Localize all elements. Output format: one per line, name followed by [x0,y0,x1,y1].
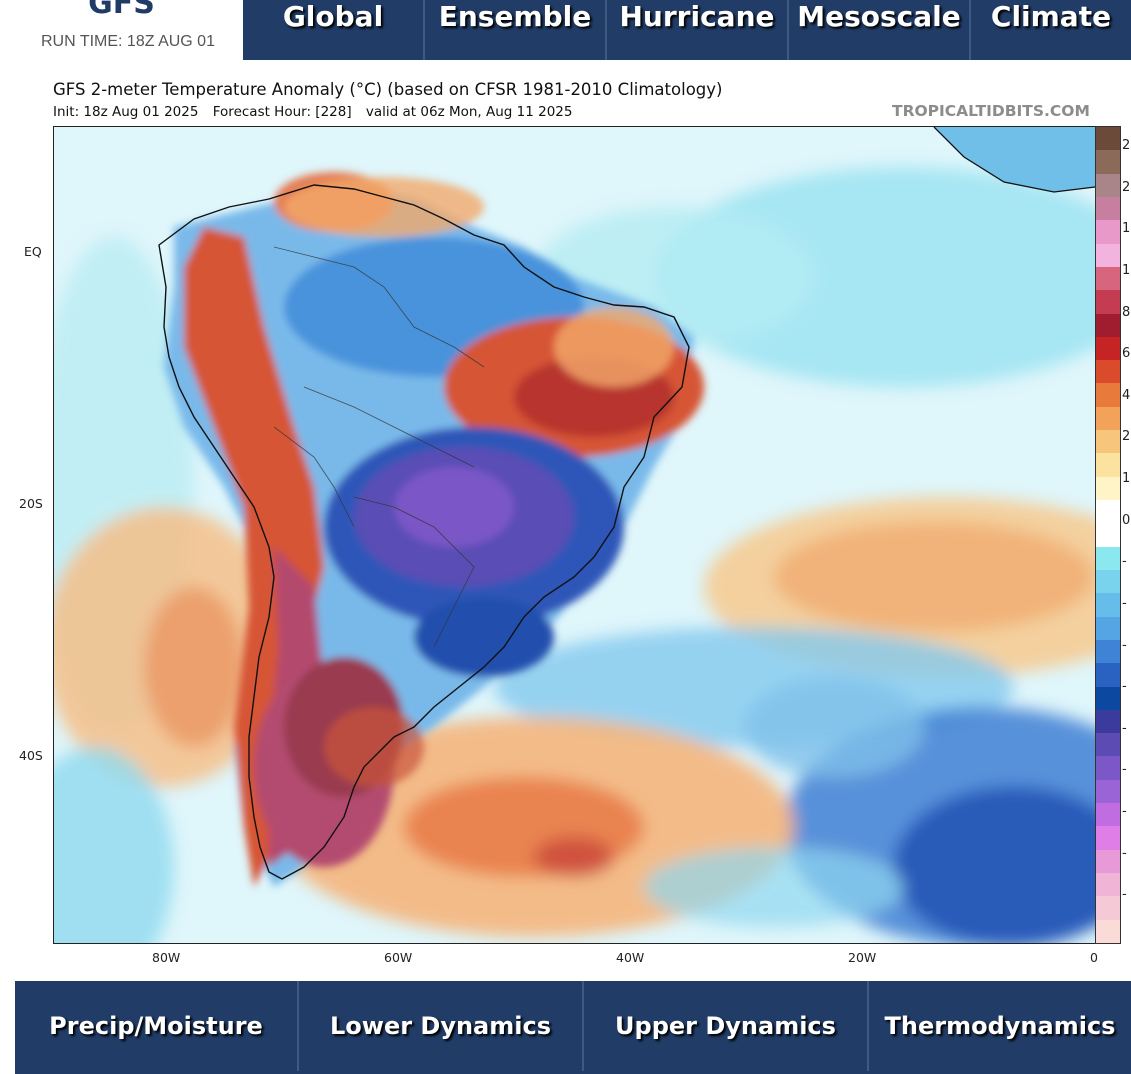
figure-title: GFS 2-meter Temperature Anomaly (°C) (ba… [53,80,723,99]
colorbar-segment [1096,127,1120,151]
colorbar-tick-label: 1 [1122,471,1131,487]
colorbar-tick-label: 0 [1122,512,1131,528]
tab-ensemble[interactable]: Ensemble [425,0,607,60]
model-title[interactable]: GFS [88,0,155,21]
colorbar-segment [1096,779,1120,804]
colorbar-segment [1096,290,1120,314]
colorbar-segment [1096,150,1120,175]
colorbar-segment [1096,336,1120,361]
tab-precip-moisture[interactable]: Precip/Moisture [15,981,299,1071]
colorbar-segment [1096,709,1120,734]
lon-label-80w: 80W [152,950,181,965]
map-canvas [54,127,1095,943]
colorbar-segment [1096,616,1120,641]
colorbar-segment [1096,849,1120,874]
colorbar-segment [1096,476,1120,501]
colorbar-segment [1096,243,1120,268]
tab-mesoscale[interactable]: Mesoscale [789,0,971,60]
colorbar-segment [1096,430,1120,454]
colorbar-tick-label: - [1122,720,1127,736]
colorbar-segment [1096,523,1120,548]
lon-label-40w: 40W [616,950,645,965]
lat-label-40s: 40S [19,748,43,763]
coastline [158,184,690,880]
colorbar-tick-label: - [1122,554,1127,570]
colorbar-tick-label: 6 [1122,346,1131,362]
colorbar-segment [1096,569,1120,594]
colorbar-segment [1096,896,1120,921]
colorbar-segment [1096,360,1120,384]
colorbar-tick-label: - [1122,887,1127,903]
colorbar-segment [1096,196,1120,221]
figure-subtitle: Init: 18z Aug 01 2025 Forecast Hour: [22… [53,104,582,120]
colorbar-tick-label: 2 [1122,429,1131,445]
colorbar-tick-label: 1 [1122,262,1131,278]
colorbar [1095,126,1121,944]
tab-thermodynamics[interactable]: Thermodynamics [884,1012,1116,1040]
run-time-label: RUN TIME: 18Z AUG 01 [41,33,215,50]
colorbar-segment [1096,826,1120,851]
colorbar-segment [1096,453,1120,478]
lon-label-20w: 20W [848,950,877,965]
bottom-nav: Precip/Moisture Lower Dynamics Upper Dyn… [15,981,1131,1074]
lat-label-20s: 20S [19,496,43,511]
colorbar-segment [1096,686,1120,711]
init-time: Init: 18z Aug 01 2025 [53,104,199,120]
colorbar-tick-label: 4 [1122,387,1131,403]
colorbar-segment [1096,803,1120,827]
colorbar-segment [1096,593,1120,618]
colorbar-segment [1096,500,1120,524]
colorbar-segment [1096,756,1120,781]
colorbar-segment [1096,383,1120,408]
colorbar-segment [1096,546,1120,571]
colorbar-segment [1096,220,1120,245]
colorbar-segment [1096,663,1120,688]
colorbar-segment [1096,173,1120,198]
colorbar-segment [1096,733,1120,757]
anomaly-map [53,126,1096,944]
colorbar-tick-label: - [1122,679,1127,695]
valid-time: valid at 06z Mon, Aug 11 2025 [365,104,573,120]
colorbar-tick-label: - [1122,845,1127,861]
lon-label-60w: 60W [384,950,413,965]
colorbar-tick-label: 2 [1122,179,1131,195]
colorbar-tick-label: 1 [1122,221,1131,237]
colorbar-segment [1096,406,1120,431]
lon-label-0: 0 [1090,950,1098,965]
colorbar-tick-label: - [1122,637,1127,653]
colorbar-tick-label: 8 [1122,304,1131,320]
colorbar-segment [1096,266,1120,291]
top-nav: Global Ensemble Hurricane Mesoscale Clim… [243,0,1131,60]
tab-global[interactable]: Global [243,0,425,60]
brand-block: GFS RUN TIME: 18Z AUG 01 [0,0,243,60]
colorbar-segment [1096,873,1120,897]
tab-hurricane[interactable]: Hurricane [607,0,789,60]
colorbar-segment [1096,919,1120,944]
lat-label-eq: EQ [24,244,42,259]
colorbar-tick-label: - [1122,595,1127,611]
colorbar-tick-label: - [1122,762,1127,778]
forecast-hour: Forecast Hour: [228] [212,104,352,120]
colorbar-segment [1096,639,1120,664]
tab-lower-dynamics[interactable]: Lower Dynamics [299,981,584,1071]
tab-climate[interactable]: Climate [990,0,1112,33]
colorbar-tick-label: 2 [1122,138,1131,153]
watermark: TROPICALTIDBITS.COM [892,102,1090,120]
colorbar-segment [1096,313,1120,338]
colorbar-tick-label: - [1122,804,1127,820]
tab-upper-dynamics[interactable]: Upper Dynamics [584,981,869,1071]
